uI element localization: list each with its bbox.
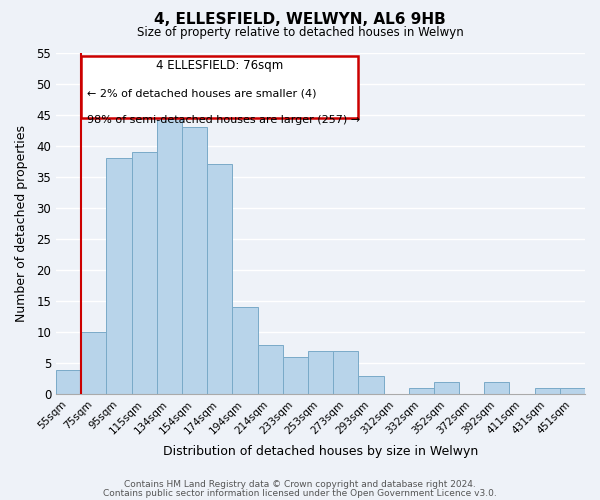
Bar: [434, 382, 459, 394]
Bar: [283, 357, 308, 395]
Bar: [56, 370, 81, 394]
Bar: [535, 388, 560, 394]
Text: ← 2% of detached houses are smaller (4): ← 2% of detached houses are smaller (4): [86, 88, 316, 98]
Bar: [207, 164, 232, 394]
Bar: [182, 127, 207, 394]
Text: 98% of semi-detached houses are larger (257) →: 98% of semi-detached houses are larger (…: [86, 116, 359, 126]
Text: Size of property relative to detached houses in Welwyn: Size of property relative to detached ho…: [137, 26, 463, 39]
Bar: [81, 332, 106, 394]
Text: 4, ELLESFIELD, WELWYN, AL6 9HB: 4, ELLESFIELD, WELWYN, AL6 9HB: [154, 12, 446, 28]
Bar: [131, 152, 157, 394]
Bar: [560, 388, 585, 394]
Text: 4 ELLESFIELD: 76sqm: 4 ELLESFIELD: 76sqm: [156, 59, 283, 72]
Bar: [409, 388, 434, 394]
X-axis label: Distribution of detached houses by size in Welwyn: Distribution of detached houses by size …: [163, 444, 478, 458]
Bar: [308, 351, 333, 395]
Bar: [358, 376, 383, 394]
Bar: [333, 351, 358, 395]
Text: Contains public sector information licensed under the Open Government Licence v3: Contains public sector information licen…: [103, 488, 497, 498]
Bar: [106, 158, 131, 394]
Bar: [257, 344, 283, 395]
FancyBboxPatch shape: [81, 56, 358, 118]
Text: Contains HM Land Registry data © Crown copyright and database right 2024.: Contains HM Land Registry data © Crown c…: [124, 480, 476, 489]
Y-axis label: Number of detached properties: Number of detached properties: [15, 125, 28, 322]
Bar: [484, 382, 509, 394]
Bar: [232, 308, 257, 394]
Bar: [157, 108, 182, 395]
